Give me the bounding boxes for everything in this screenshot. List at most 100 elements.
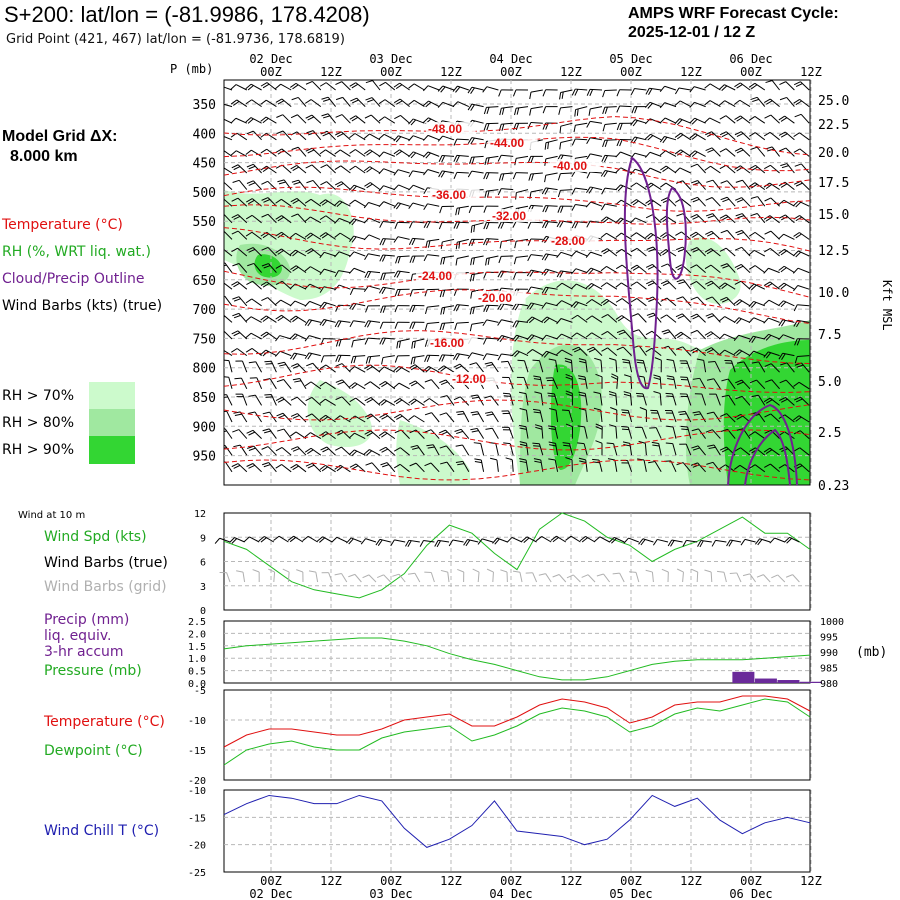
profile-wind-barb-feather bbox=[262, 233, 270, 239]
profile-wind-barb-feather bbox=[349, 82, 356, 87]
profile-wind-barb bbox=[325, 398, 336, 406]
profile-wind-barb-feather bbox=[483, 222, 487, 230]
isotherm-label: -16.00 bbox=[430, 336, 464, 350]
profile-wind-barb-feather bbox=[378, 99, 386, 104]
profile-wind-barb bbox=[754, 116, 766, 124]
profile-wind-barb-feather bbox=[304, 232, 311, 238]
profile-wind-barb-feather bbox=[765, 449, 773, 454]
profile-wind-barb-feather bbox=[721, 378, 729, 382]
profile-wind-barb-feather bbox=[615, 232, 622, 238]
top-time-tick: 00Z bbox=[620, 65, 642, 79]
surface-wind-barb-true bbox=[452, 539, 464, 543]
profile-wind-barb-feather bbox=[394, 114, 401, 120]
profile-wind-barb-feather bbox=[453, 155, 458, 162]
profile-wind-barb bbox=[384, 116, 396, 124]
profile-wind-barb bbox=[560, 251, 573, 257]
profile-wind-barb bbox=[696, 247, 706, 257]
profile-wind-barb bbox=[696, 313, 706, 323]
profile-wind-barb bbox=[224, 167, 233, 174]
profile-wind-barb-feather bbox=[423, 187, 428, 195]
surface-wind-barb-true-feather bbox=[769, 537, 775, 544]
profile-wind-barb-feather bbox=[519, 460, 527, 464]
profile-wind-barb bbox=[236, 132, 248, 141]
windchill-label: Wind Chill T (°C) bbox=[44, 823, 160, 839]
profile-wind-barb bbox=[353, 355, 366, 358]
profile-wind-barb bbox=[253, 180, 262, 190]
surface-wind-barb-grid-feather bbox=[581, 574, 589, 578]
surface-wind-barb-true-feather bbox=[243, 536, 250, 542]
profile-wind-barb bbox=[525, 393, 529, 406]
profile-wind-barb bbox=[427, 203, 440, 207]
profile-wind-barb-feather bbox=[515, 192, 517, 200]
profile-wind-barb-feather bbox=[424, 429, 432, 433]
profile-wind-barb-feather bbox=[577, 375, 586, 378]
profile-wind-barb-feather bbox=[217, 315, 223, 318]
profile-wind-barb-feather bbox=[426, 444, 434, 447]
profile-wind-barb bbox=[427, 151, 440, 157]
profile-wind-barb-feather bbox=[483, 172, 487, 180]
profile-wind-barb bbox=[397, 270, 410, 274]
profile-wind-barb-feather bbox=[248, 464, 256, 469]
profile-wind-barb-feather bbox=[707, 282, 714, 287]
profile-wind-barb bbox=[457, 85, 469, 91]
surface-wind-barb-true bbox=[249, 536, 260, 543]
profile-wind-barb-feather bbox=[585, 251, 592, 258]
surface-wind-barb-grid bbox=[477, 571, 480, 583]
profile-wind-barb-feather bbox=[750, 213, 758, 217]
profile-wind-barb-feather bbox=[780, 362, 788, 366]
profile-wind-barb-feather bbox=[368, 356, 372, 364]
surface-wind-barb-grid bbox=[368, 574, 377, 583]
profile-wind-barb bbox=[413, 83, 425, 91]
profile-wind-barb-feather bbox=[565, 376, 573, 380]
profile-wind-barb bbox=[281, 396, 292, 406]
profile-wind-barb-feather bbox=[321, 113, 329, 117]
profile-wind-barb-feather bbox=[571, 187, 576, 195]
profile-wind-barb-feather bbox=[455, 208, 458, 216]
profile-wind-barb-feather bbox=[470, 137, 475, 145]
profile-wind-barb-feather bbox=[592, 458, 600, 461]
profile-wind-barb bbox=[296, 165, 307, 174]
profile-wind-barb bbox=[694, 101, 706, 108]
profile-wind-barb bbox=[353, 338, 366, 342]
isotherm-label-bg bbox=[549, 234, 599, 247]
isotherm-label: -24.00 bbox=[418, 269, 452, 283]
surface-wind-barb-true-feather bbox=[579, 536, 586, 542]
profile-wind-barb-feather bbox=[689, 101, 695, 108]
profile-wind-barb-feather bbox=[438, 170, 443, 178]
profile-wind-barb-feather bbox=[427, 446, 435, 449]
top-time-tick: 12Z bbox=[560, 65, 582, 79]
profile-wind-barb-feather bbox=[636, 395, 644, 397]
profile-wind-barb bbox=[666, 314, 677, 323]
profile-wind-barb-feather bbox=[600, 282, 608, 288]
profile-wind-barb-feather bbox=[526, 316, 533, 322]
profile-wind-barb-feather bbox=[408, 202, 414, 209]
profile-wind-barb bbox=[530, 106, 543, 110]
profile-wind-barb-feather bbox=[763, 317, 769, 324]
profile-wind-barb-feather bbox=[735, 213, 743, 217]
profile-wind-barb bbox=[325, 149, 336, 157]
profile-wind-barb bbox=[680, 149, 692, 157]
profile-wind-barb-feather bbox=[438, 222, 443, 230]
profile-wind-barb bbox=[427, 321, 440, 324]
profile-wind-barb-feather bbox=[586, 186, 591, 194]
profile-wind-barb-feather bbox=[705, 230, 712, 235]
profile-wind-barb-feather bbox=[319, 465, 326, 471]
profile-wind-barb-feather bbox=[571, 332, 578, 338]
profile-wind-barb-feather bbox=[364, 149, 371, 155]
profile-wind-barb bbox=[284, 361, 292, 373]
profile-wind-barb bbox=[255, 361, 263, 373]
profile-wind-barb bbox=[325, 364, 336, 373]
profile-wind-barb-feather bbox=[275, 98, 283, 103]
profile-wind-barb bbox=[224, 150, 233, 157]
profile-wind-barb-feather bbox=[692, 198, 700, 203]
surface-wind-barb-grid-feather bbox=[645, 569, 653, 573]
profile-wind-barb bbox=[239, 411, 248, 423]
profile-wind-barb bbox=[412, 338, 425, 343]
profile-wind-barb bbox=[800, 396, 810, 406]
profile-wind-barb bbox=[368, 355, 381, 358]
profile-wind-barb bbox=[604, 187, 617, 191]
profile-wind-barb-feather bbox=[719, 464, 726, 470]
profile-wind-barb-feather bbox=[366, 415, 374, 420]
profile-wind-barb-feather bbox=[353, 356, 357, 364]
precip-label-2: liq. equiv. bbox=[44, 628, 112, 644]
